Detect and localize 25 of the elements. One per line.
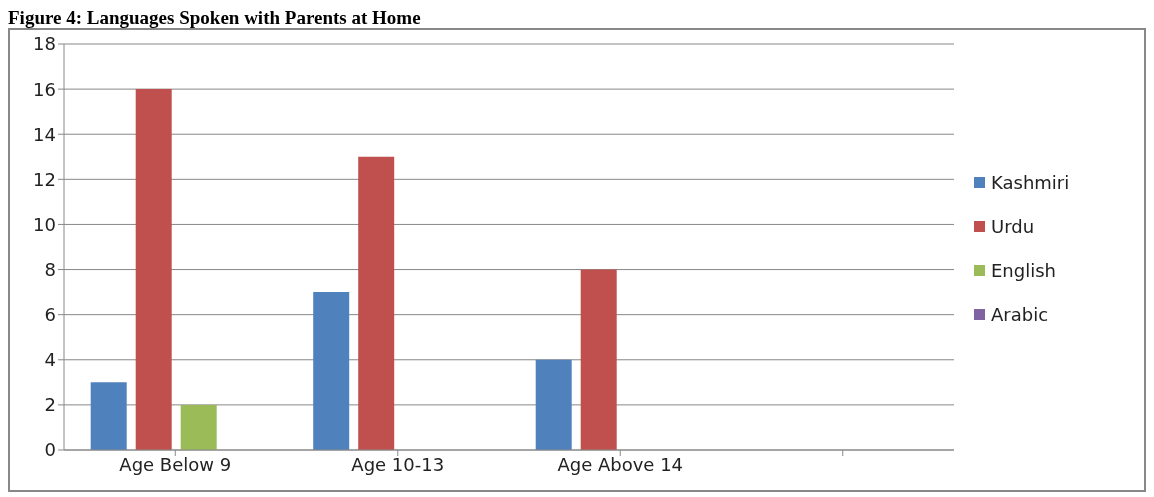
x-tick-label: Age Below 9 xyxy=(119,453,232,475)
bar xyxy=(90,382,127,450)
bar xyxy=(180,404,217,450)
legend-label: Arabic xyxy=(991,304,1049,325)
y-tick-label: 18 xyxy=(33,33,56,55)
bar xyxy=(580,269,617,450)
chart-title: Figure 4: Languages Spoken with Parents at Home xyxy=(8,7,422,28)
y-tick-label: 16 xyxy=(33,78,56,100)
y-tick-label: 10 xyxy=(33,213,56,235)
bar xyxy=(135,89,172,450)
x-tick-label: Age 10-13 xyxy=(351,453,445,475)
x-tick-label: Age Above 14 xyxy=(557,453,684,475)
y-tick-label: 4 xyxy=(44,349,56,371)
legend-label: Urdu xyxy=(991,216,1035,237)
bar xyxy=(535,359,572,450)
y-tick-label: 8 xyxy=(44,258,56,280)
bar xyxy=(358,156,395,450)
y-tick-label: 12 xyxy=(33,168,56,190)
y-tick-label: 14 xyxy=(33,123,56,145)
bar xyxy=(313,292,350,450)
y-tick-label: 0 xyxy=(44,439,56,461)
legend-label: Kashmiri xyxy=(991,172,1070,193)
legend-label: English xyxy=(991,260,1056,281)
y-tick-label: 2 xyxy=(44,394,56,416)
y-tick-label: 6 xyxy=(44,304,56,326)
